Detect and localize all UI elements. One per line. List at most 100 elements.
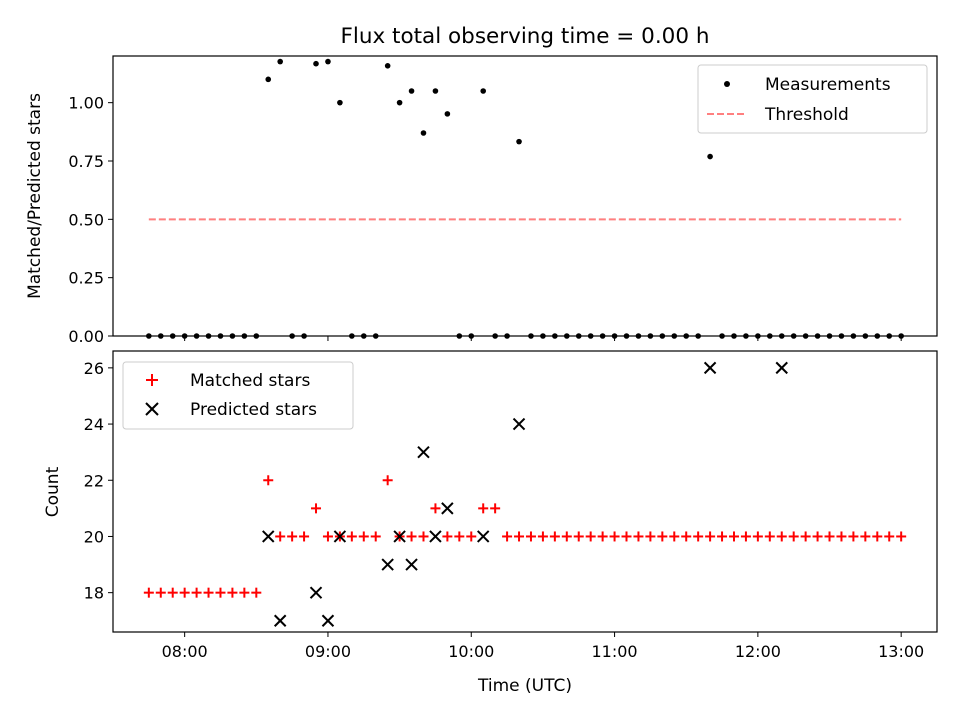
- count-y-tick-label: 20: [84, 527, 104, 546]
- matched-star-marker: [227, 587, 238, 598]
- x-tick-label: 10:00: [448, 642, 494, 661]
- x-tick-label: 13:00: [878, 642, 924, 661]
- measurement-point: [337, 99, 343, 106]
- measurement-point: [313, 60, 319, 67]
- measurement-point: [265, 76, 272, 83]
- predicted-star-marker: [262, 530, 275, 543]
- ratio-legend-frame: [697, 64, 928, 134]
- matched-star-marker: [812, 531, 823, 542]
- measurement-point: [408, 88, 415, 94]
- predicted-star-marker: [417, 445, 430, 459]
- matched-star-marker: [728, 531, 739, 542]
- matched-star-marker: [239, 587, 250, 598]
- predicted-star-marker: [775, 361, 788, 375]
- matched-star-marker: [454, 531, 465, 542]
- predicted-star-marker: [476, 530, 490, 543]
- matched-star-marker: [358, 531, 369, 542]
- matched-star-marker: [370, 531, 381, 542]
- count-panel: 18 20 22 24 26 08:00 09:00 10:00 11:00 12:00 13:0…: [43, 350, 938, 696]
- matched-star-marker: [884, 531, 895, 542]
- matched-star-marker: [752, 531, 763, 542]
- measurement-point: [396, 99, 403, 106]
- measurement-point: [384, 63, 391, 69]
- count-legend: Matched stars Predicted stars: [122, 361, 354, 430]
- matched-star-marker: [824, 531, 835, 542]
- matched-star-marker: [287, 531, 298, 542]
- ratio-y-tick-label: 0.50: [68, 210, 104, 229]
- matched-star-marker: [203, 587, 214, 598]
- measurement-point: [444, 111, 451, 117]
- x-tick-label: 08:00: [162, 642, 208, 661]
- matched-star-marker: [669, 531, 680, 542]
- matched-star-marker: [179, 587, 190, 598]
- measurement-point: [516, 138, 522, 145]
- count-y-tick-label: 22: [84, 471, 104, 490]
- ratio-panel: 0.00 0.25 0.50 0.75 1.00 Matched/Predicted s…: [25, 55, 938, 346]
- matched-star-marker: [263, 475, 274, 486]
- matched-star-marker: [872, 531, 883, 542]
- matched-star-marker: [466, 531, 477, 542]
- predicted-star-marker: [703, 361, 717, 375]
- predicted-star-marker: [429, 530, 442, 543]
- matched-star-marker: [143, 587, 154, 598]
- matched-star-marker: [215, 587, 226, 598]
- legend-matched-marker: [146, 374, 158, 386]
- matched-star-marker: [681, 531, 692, 542]
- matched-star-marker: [167, 587, 178, 598]
- matched-star-marker: [896, 531, 907, 542]
- count-y-tick-label: 18: [84, 584, 104, 603]
- matched-star-marker: [717, 531, 728, 542]
- chart-title: Flux total observing time = 0.00 h: [341, 24, 710, 49]
- predicted-star-marker: [512, 417, 526, 431]
- x-axis-label: Time (UTC): [477, 676, 572, 696]
- count-y-tick-label: 26: [84, 359, 104, 378]
- matched-star-marker: [418, 531, 429, 542]
- matched-star-marker: [764, 531, 775, 542]
- matched-star-marker: [705, 531, 716, 542]
- matched-star-marker: [537, 531, 548, 542]
- count-y-tick-label: 24: [84, 415, 104, 434]
- ratio-y-tick-label: 0.75: [68, 152, 104, 171]
- matched-star-marker: [514, 531, 525, 542]
- predicted-star-marker: [309, 586, 323, 599]
- ratio-y-tick-label: 0.00: [68, 327, 104, 346]
- predicted-star-marker: [393, 530, 406, 543]
- legend-predicted-marker: [145, 402, 159, 416]
- legend-predicted-label: Predicted stars: [190, 400, 317, 420]
- matched-star-marker: [788, 531, 799, 542]
- matched-star-marker: [322, 531, 333, 542]
- predicted-star-marker: [333, 530, 347, 543]
- count-panel-frame: [112, 350, 938, 633]
- predicted-star-marker: [273, 614, 287, 627]
- matched-star-marker: [490, 503, 501, 514]
- matched-star-marker: [406, 531, 417, 542]
- matched-star-marker: [836, 531, 847, 542]
- matched-star-marker: [740, 531, 751, 542]
- ratio-panel-frame: [112, 55, 938, 337]
- matched-star-marker: [191, 587, 202, 598]
- matched-star-marker: [251, 587, 262, 598]
- predicted-star-marker: [441, 502, 454, 515]
- measurement-point: [420, 130, 427, 136]
- measurement-point: [325, 58, 331, 65]
- matched-star-marker: [299, 531, 310, 542]
- ratio-legend: Measurements Threshold: [697, 64, 928, 134]
- matched-star-marker: [573, 531, 584, 542]
- matched-star-marker: [848, 531, 859, 542]
- x-tick-label: 12:00: [735, 642, 781, 661]
- matched-star-marker: [693, 531, 704, 542]
- matched-star-marker: [609, 531, 620, 542]
- matched-star-marker: [860, 531, 871, 542]
- ratio-y-tick-label: 0.25: [68, 269, 104, 288]
- matched-star-marker: [525, 531, 536, 542]
- count-y-axis-label: Count: [43, 466, 63, 517]
- count-legend-frame: [122, 361, 354, 430]
- predicted-star-marker: [405, 558, 418, 571]
- matched-star-marker: [430, 503, 441, 514]
- measurement-point: [707, 153, 713, 160]
- matched-star-marker: [645, 531, 656, 542]
- x-tick-label: 09:00: [305, 642, 351, 661]
- legend-measurement-marker: [724, 81, 730, 87]
- x-tick-label: 11:00: [592, 642, 638, 661]
